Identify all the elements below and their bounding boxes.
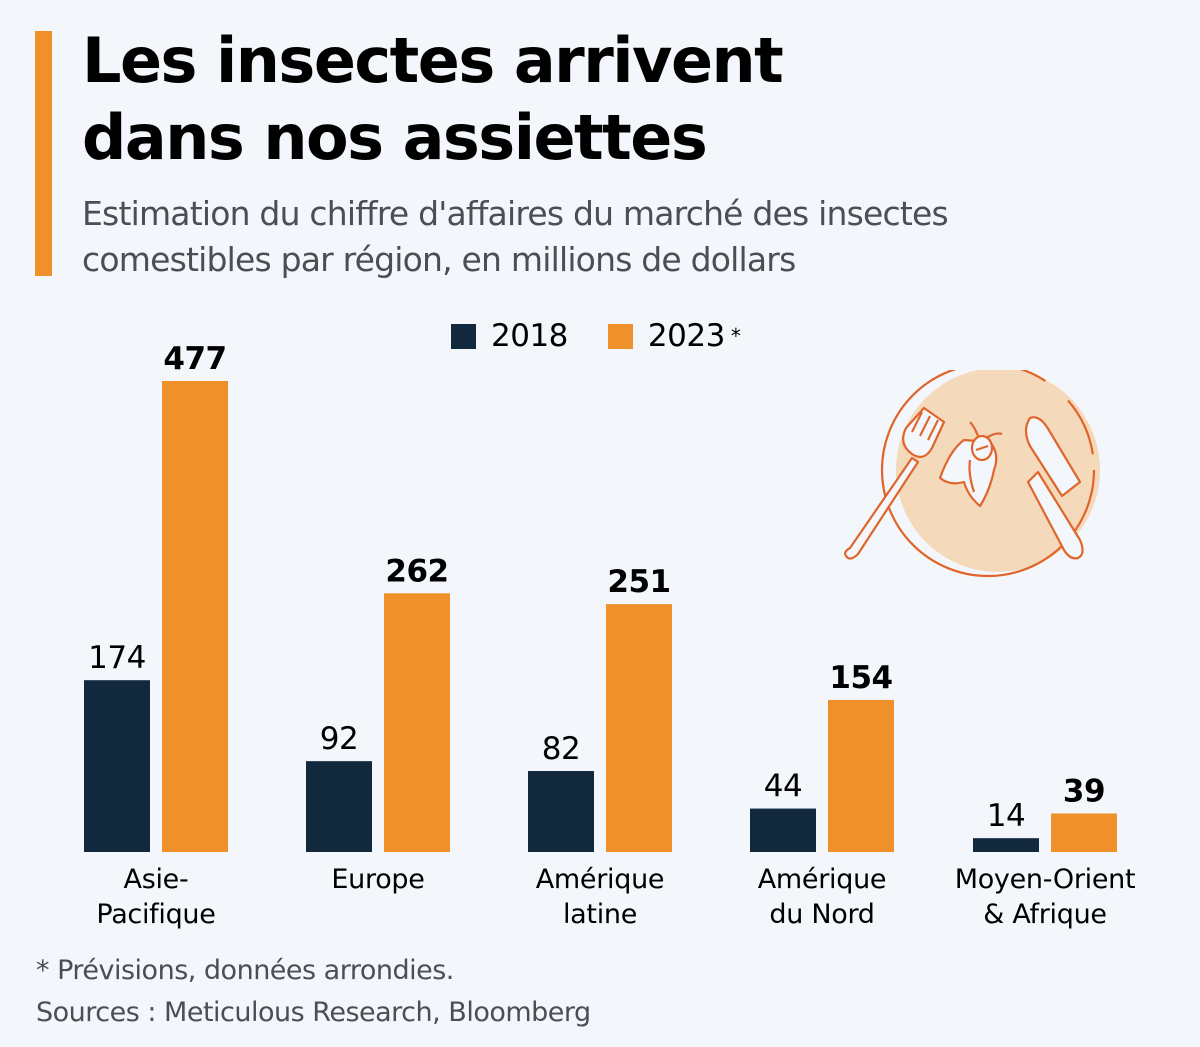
data-label-2023-0: 477 (163, 341, 226, 377)
data-label-2023-3: 154 (829, 660, 892, 696)
footer: * Prévisions, données arrondies. Sources… (36, 950, 591, 1034)
data-label-2018-4: 14 (987, 798, 1025, 834)
category-label-2-line-0: Amérique (536, 864, 664, 895)
data-label-2023-1: 262 (385, 553, 448, 589)
category-label-4-line-0: Moyen-Orient (955, 864, 1136, 895)
title-line-1: Les insectes arrivent (82, 24, 784, 97)
bar-2023-2 (606, 604, 672, 852)
subtitle-line-1: Estimation du chiffre d'affaires du marc… (82, 194, 949, 233)
sources: Sources : Meticulous Research, Bloomberg (36, 997, 591, 1028)
fork-icon (844, 406, 946, 560)
bar-2023-1 (384, 593, 450, 852)
category-label-0-line-1: Pacifique (96, 899, 215, 930)
data-label-2023-2: 251 (607, 564, 670, 600)
legend: 2018 2023 * (451, 316, 780, 356)
chart-subtitle: Estimation du chiffre d'affaires du marc… (82, 191, 1182, 283)
subtitle-line-2: comestibles par région, en millions de d… (82, 240, 796, 279)
bar-2018-0 (84, 680, 150, 852)
category-label-4-line-1: & Afrique (983, 899, 1106, 930)
data-label-2023-4: 39 (1063, 773, 1105, 809)
knife-icon (1024, 416, 1084, 560)
bar-2018-1 (306, 761, 372, 852)
footnote: * Prévisions, données arrondies. (36, 955, 454, 986)
legend-label-2023: 2023 (647, 318, 725, 354)
category-label-2-line-1: latine (563, 899, 637, 930)
data-label-2018-2: 82 (542, 731, 580, 767)
data-label-2018-0: 174 (88, 640, 146, 676)
bar-2023-0 (162, 381, 228, 852)
bar-2018-4 (973, 838, 1039, 852)
legend-item-2023: 2023 * (607, 318, 741, 354)
category-label-1-line-0: Europe (331, 864, 424, 895)
category-label-3-line-1: du Nord (769, 899, 874, 930)
bar-2023-3 (828, 699, 894, 852)
bar-chart: 174 477 Asie- Pacifique 92 262 Europe 82 251 Amér… (84, 341, 1136, 930)
title-accent-bar (35, 31, 52, 276)
legend-label-2018: 2018 (491, 318, 568, 354)
bar-2018-3 (750, 808, 816, 852)
legend-swatch-2018 (451, 323, 476, 349)
category-label-3-line-0: Amérique (758, 864, 886, 895)
bar-2023-4 (1051, 813, 1117, 852)
legend-asterisk: * (730, 324, 741, 348)
chart-title: Les insectes arrivent dans nos assiettes (82, 22, 1082, 176)
title-line-2: dans nos assiettes (82, 101, 708, 174)
category-label-0-line-0: Asie- (124, 864, 189, 895)
insect-icon (938, 421, 1003, 508)
legend-item-2018: 2018 (451, 318, 568, 354)
plate-with-insect-icon (844, 370, 1100, 578)
bar-2018-2 (528, 771, 594, 852)
plate-rim (880, 370, 1096, 578)
data-label-2018-1: 92 (320, 721, 358, 757)
data-label-2018-3: 44 (764, 769, 802, 805)
legend-swatch-2023 (607, 323, 633, 349)
